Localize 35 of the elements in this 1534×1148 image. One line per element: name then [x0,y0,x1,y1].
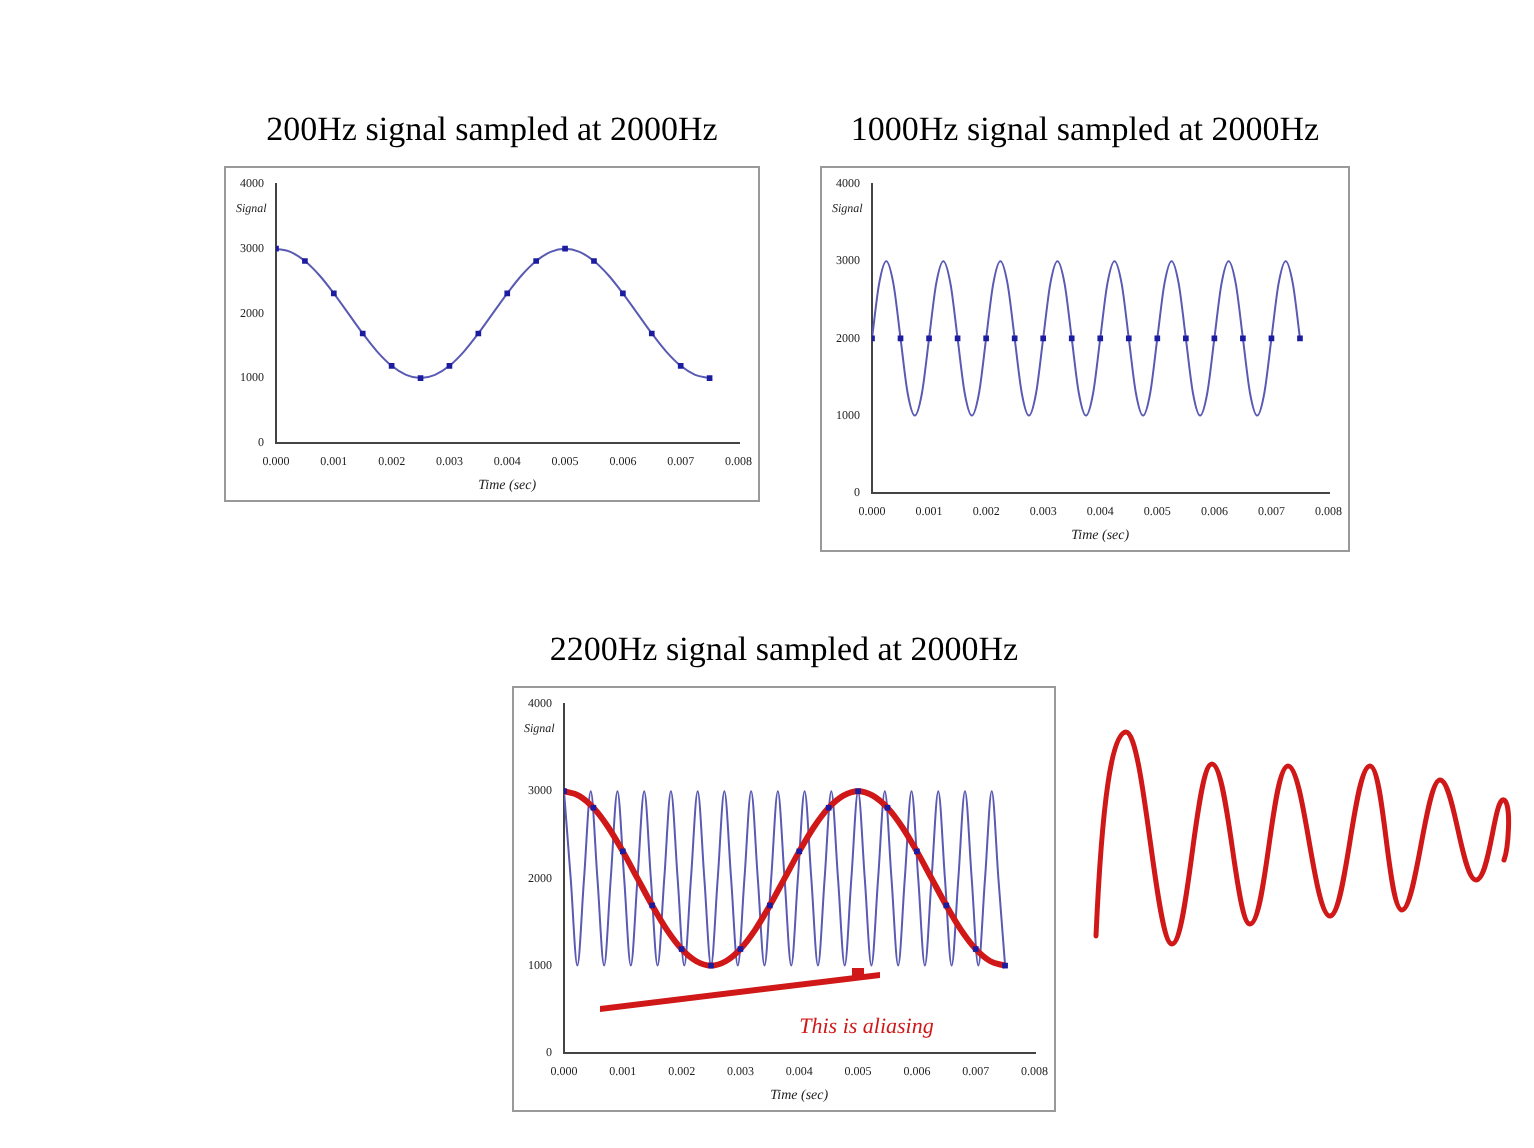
annotation: This is aliasing [799,1014,935,1039]
point [330,290,337,297]
point [302,258,308,264]
point [562,245,568,252]
point [649,902,656,909]
point [591,258,597,264]
point [417,375,424,381]
point [677,362,684,369]
point [678,946,685,952]
point [943,902,950,909]
point [767,902,773,909]
point [972,946,979,952]
chart-title: 1000Hz signal sampled at 2000Hz [848,108,1322,152]
point [914,848,920,855]
point [796,848,803,855]
point [884,804,891,811]
line-series [872,260,1301,417]
point [590,804,597,811]
point [533,258,539,264]
point [388,362,395,369]
point [619,848,626,855]
point [648,330,655,337]
point [359,330,366,337]
point [620,290,626,297]
point [706,375,713,381]
line-series [276,247,711,380]
point [708,962,714,969]
point [446,362,453,369]
point [855,788,861,795]
chart-title: 2200Hz signal sampled at 2000Hz [547,628,1021,672]
point [737,946,744,952]
point [504,290,511,297]
chart-title: 200Hz signal sampled at 2000Hz [264,108,720,152]
point [1002,962,1008,969]
point [825,804,832,811]
